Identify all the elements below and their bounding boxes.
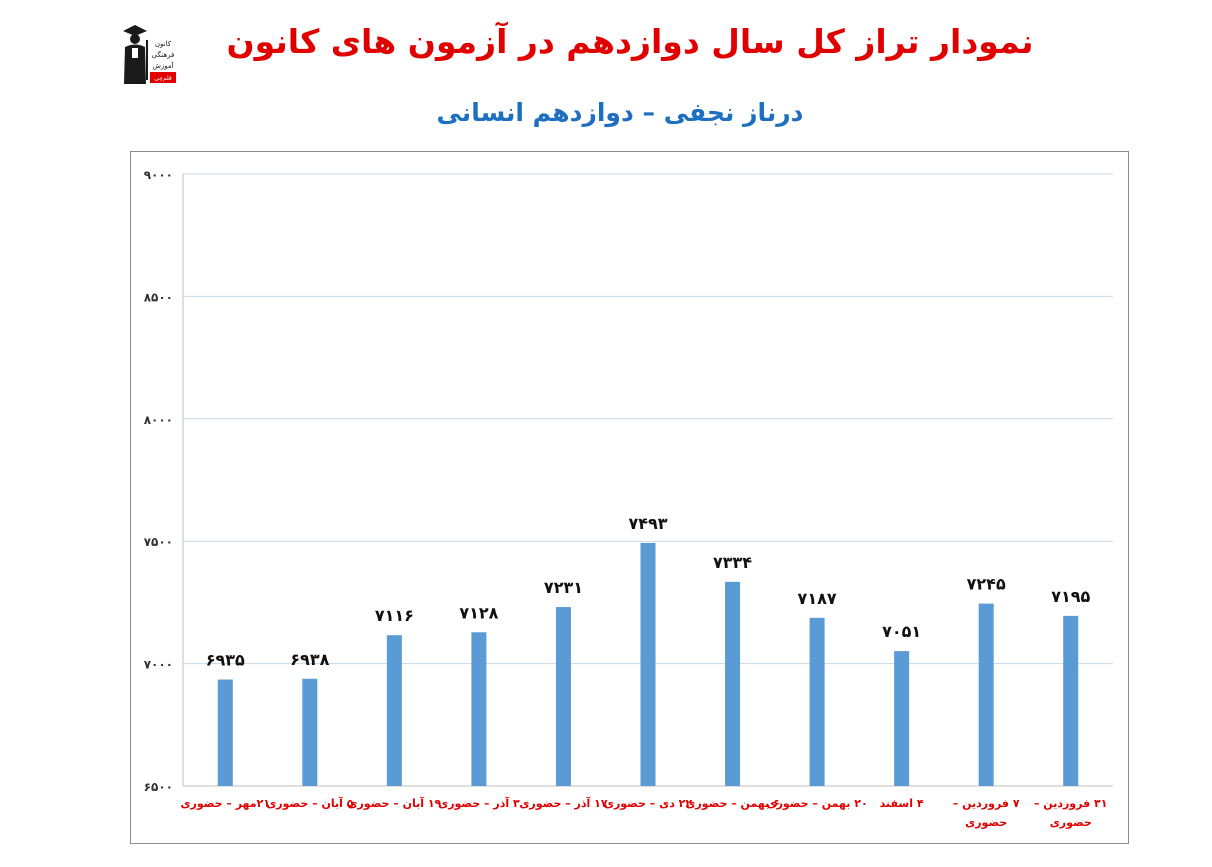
y-tick-label: ۸۰۰۰ bbox=[144, 413, 173, 427]
data-label: ۶۹۳۸ bbox=[290, 650, 329, 669]
bar bbox=[302, 678, 318, 786]
y-tick-label: ۹۰۰۰ bbox=[144, 168, 173, 182]
category-label: ۲۲ دی – حضوری bbox=[604, 797, 693, 810]
logo-line-2: فرهنگی bbox=[152, 50, 175, 59]
category-label: ۴ اسفند bbox=[880, 797, 924, 810]
data-label: ۶۹۳۵ bbox=[206, 651, 245, 670]
chart-frame: ۶۵۰۰ ۷۰۰۰ ۷۵۰۰ ۸۰۰۰ ۸۵۰۰ ۹۰۰۰ ۶۹۳۵ ۲۱مهر – حضور… bbox=[130, 151, 1129, 844]
y-tick-label: ۶۵۰۰ bbox=[144, 780, 173, 794]
data-label: ۷۱۸۷ bbox=[798, 589, 837, 608]
data-label: ۷۱۹۵ bbox=[1051, 587, 1090, 606]
bar bbox=[217, 679, 233, 786]
bar bbox=[978, 603, 994, 786]
data-label: ۷۳۳۴ bbox=[713, 553, 752, 572]
data-label: ۷۲۴۵ bbox=[967, 575, 1006, 594]
category-label: ۷ فروردین – bbox=[953, 797, 1020, 810]
category-label: حضوری bbox=[1050, 816, 1092, 829]
category-label: ۱۷ آذر – حضوری bbox=[519, 796, 608, 810]
category-label: ۱۹ آبان – حضوری bbox=[347, 796, 441, 810]
data-label: ۷۱۱۶ bbox=[375, 606, 414, 625]
data-label: ۷۰۵۱ bbox=[882, 622, 921, 641]
bar bbox=[809, 617, 825, 786]
chart-subtitle: درناز نجفی – دوازدهم انسانی bbox=[436, 98, 804, 127]
category-label: ۵ آبان – حضوری bbox=[266, 796, 354, 810]
data-label: ۷۲۳۱ bbox=[544, 578, 583, 597]
category-label: ۳۱ فروردین – bbox=[1034, 797, 1108, 810]
logo-badge: قلم‌چی bbox=[154, 75, 172, 82]
chart-title: نمودار تراز کل سال دوازدهم در آزمون های … bbox=[226, 22, 1034, 61]
bar bbox=[1063, 615, 1079, 786]
category-label: حضوری bbox=[965, 816, 1007, 829]
kanoon-logo: کانون فرهنگی آموزش قلم‌چی bbox=[120, 22, 178, 88]
bar bbox=[555, 607, 571, 786]
logo-line-3: آموزش bbox=[152, 61, 174, 70]
data-label: ۷۱۲۸ bbox=[459, 603, 498, 622]
y-tick-label: ۷۵۰۰ bbox=[144, 535, 173, 549]
category-label: ۶ بهمن – حضوری bbox=[685, 797, 779, 810]
logo-line-1: کانون bbox=[155, 40, 172, 48]
bar bbox=[640, 542, 656, 786]
bar bbox=[894, 651, 910, 786]
category-label: ۲۰ بهمن – حضوری bbox=[767, 797, 868, 810]
data-label: ۷۴۹۳ bbox=[628, 514, 667, 533]
bar bbox=[471, 632, 487, 786]
y-tick-label: ۸۵۰۰ bbox=[144, 290, 173, 304]
category-label: ۳ آذر – حضوری bbox=[438, 796, 520, 810]
y-tick-label: ۷۰۰۰ bbox=[144, 658, 173, 672]
bar-chart: ۶۵۰۰ ۷۰۰۰ ۷۵۰۰ ۸۰۰۰ ۸۵۰۰ ۹۰۰۰ ۶۹۳۵ ۲۱مهر – حضور… bbox=[144, 168, 1113, 829]
bar bbox=[386, 635, 402, 786]
category-label: ۲۱مهر – حضوری bbox=[180, 797, 270, 810]
bar bbox=[725, 581, 741, 786]
